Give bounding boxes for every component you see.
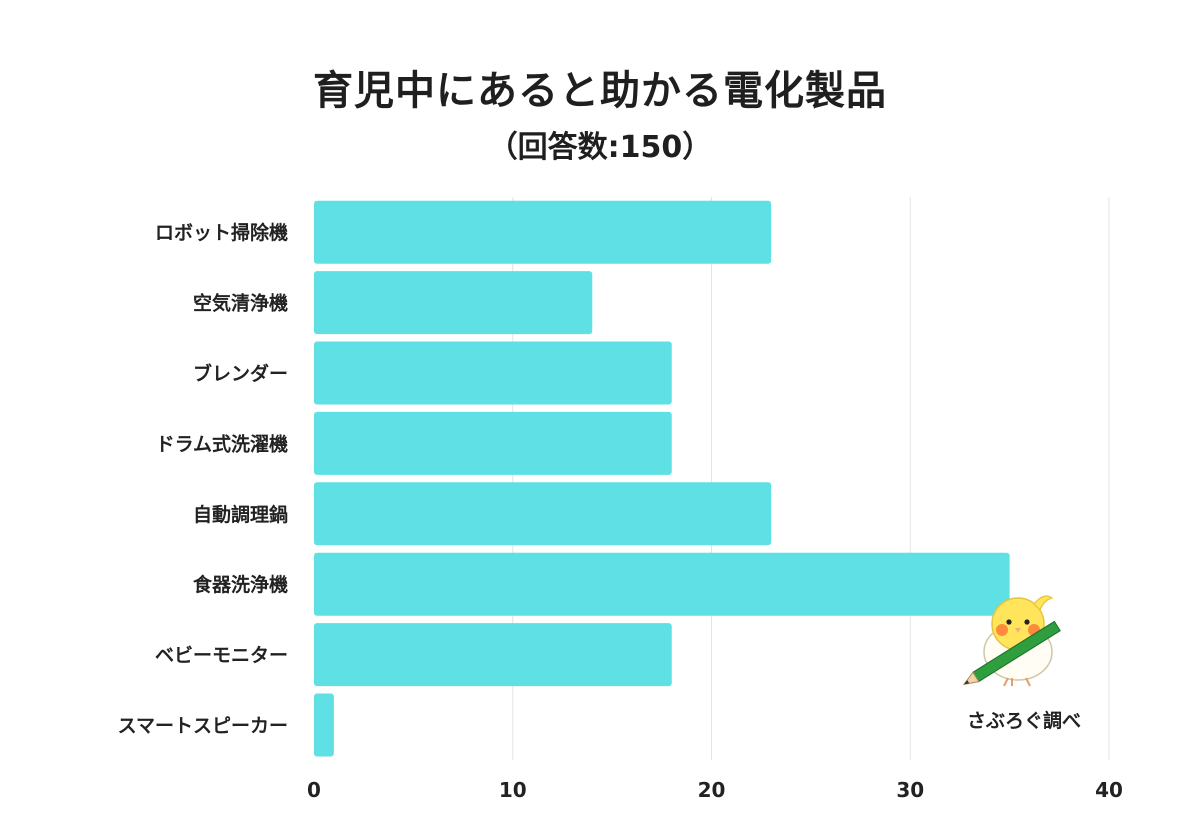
x-tick-label: 40 (1095, 778, 1123, 802)
bar (314, 693, 334, 757)
category-label: 空気清浄機 (193, 292, 288, 315)
category-label: ブレンダー (193, 362, 288, 385)
bar (314, 271, 593, 335)
category-label: 食器洗浄機 (193, 573, 288, 596)
bar (314, 411, 672, 475)
category-label: ベビーモニター (155, 645, 288, 667)
category-label: 自動調理鍋 (193, 503, 288, 526)
category-label: スマートスピーカー (118, 715, 288, 737)
bar (314, 482, 772, 546)
x-tick-label: 0 (307, 778, 321, 802)
bar (314, 341, 672, 405)
x-tick-label: 20 (698, 778, 726, 802)
bar (314, 200, 772, 264)
category-label: ドラム式洗濯機 (156, 432, 288, 455)
bird-with-pencil-icon (962, 595, 1061, 687)
bar (314, 623, 672, 687)
x-tick-label: 30 (896, 778, 924, 802)
category-label: ロボット掃除機 (155, 221, 288, 244)
source-credit: さぶろぐ調べ (966, 710, 1081, 732)
chart-subtitle: （回答数:150） (487, 130, 713, 165)
x-tick-label: 10 (499, 778, 527, 802)
chart-title: 育児中にあると助かる電化製品 (313, 68, 887, 114)
bar (314, 552, 1010, 616)
